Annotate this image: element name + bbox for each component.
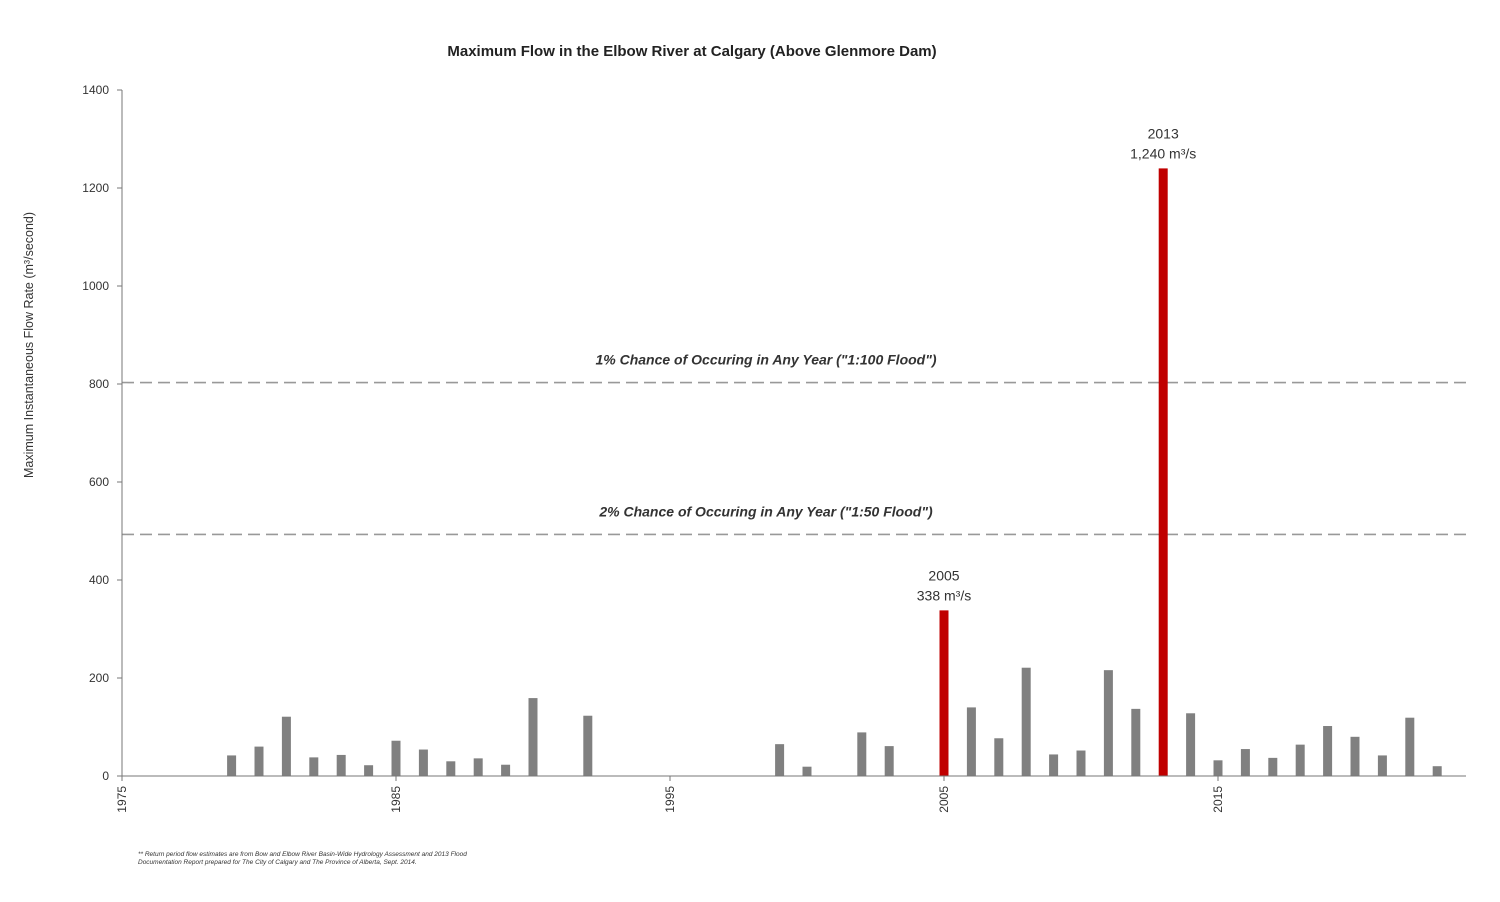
x-tick-label: 2005 xyxy=(937,786,951,813)
bar xyxy=(364,765,374,776)
bar xyxy=(446,761,456,776)
y-tick-label: 0 xyxy=(102,769,109,783)
bar xyxy=(1103,670,1113,776)
bar xyxy=(966,707,976,776)
bar xyxy=(473,758,483,776)
y-tick-label: 1400 xyxy=(82,83,109,97)
bar xyxy=(1213,760,1223,776)
footnote: ** Return period flow estimates are from… xyxy=(138,851,558,867)
chart-title: Maximum Flow in the Elbow River at Calga… xyxy=(447,43,936,60)
y-axis-label: Maximum Instantaneous Flow Rate (m³/seco… xyxy=(22,212,36,478)
annotation-value: 338 m³/s xyxy=(917,587,971,603)
bar xyxy=(802,766,812,776)
bar xyxy=(939,610,949,776)
bar xyxy=(501,764,511,776)
x-tick-label: 1985 xyxy=(389,786,403,813)
reference-line-label: 2% Chance of Occuring in Any Year ("1:50… xyxy=(598,503,933,519)
bar xyxy=(1377,755,1387,776)
y-tick-label: 1000 xyxy=(82,279,109,293)
bar xyxy=(583,715,593,776)
y-tick-label: 1200 xyxy=(82,181,109,195)
bar-series xyxy=(227,168,1442,776)
bar xyxy=(336,754,346,776)
bar xyxy=(1240,749,1250,776)
bar-annotations: 2005 338 m³/s 2013 1,240 m³/s xyxy=(917,125,1197,603)
bar xyxy=(775,744,785,776)
annotation-year: 2005 xyxy=(928,567,959,583)
bar xyxy=(391,740,401,776)
bar xyxy=(1323,726,1333,776)
y-tick-label: 200 xyxy=(89,671,109,685)
bar xyxy=(528,698,538,776)
bar xyxy=(884,746,894,776)
reference-line-label: 1% Chance of Occuring in Any Year ("1:10… xyxy=(595,352,936,368)
bar xyxy=(309,757,319,776)
bar xyxy=(1131,708,1141,776)
y-tick-label: 400 xyxy=(89,573,109,587)
footnote-line-1: ** Return period flow estimates are from… xyxy=(138,851,467,858)
bar xyxy=(994,738,1004,776)
y-tick-label: 800 xyxy=(89,377,109,391)
bar xyxy=(1268,757,1278,776)
bar xyxy=(418,749,428,776)
bar xyxy=(1049,754,1059,776)
footnote-line-2: Documentation Report prepared for The Ci… xyxy=(138,859,417,866)
bar xyxy=(1076,750,1086,776)
y-tick-label: 600 xyxy=(89,475,109,489)
axes: 0 200 400 600 800 1000 1200 1400 1975 1985 1995 200… xyxy=(82,83,1466,813)
bar xyxy=(1350,736,1360,776)
annotation-year: 2013 xyxy=(1148,125,1179,141)
bar xyxy=(227,755,237,776)
bar xyxy=(1295,744,1305,776)
bar xyxy=(281,716,291,776)
reference-lines: 1% Chance of Occuring in Any Year ("1:10… xyxy=(122,352,1466,536)
x-tick-label: 2015 xyxy=(1211,786,1225,813)
x-tick-label: 1995 xyxy=(663,786,677,813)
bar xyxy=(1186,713,1196,776)
annotation-value: 1,240 m³/s xyxy=(1130,145,1196,161)
bar xyxy=(1021,667,1031,776)
bar xyxy=(254,746,264,776)
bar xyxy=(1405,717,1415,776)
x-tick-label: 1975 xyxy=(115,786,129,813)
bar xyxy=(857,732,867,776)
bar xyxy=(1158,168,1168,776)
bar xyxy=(1432,766,1442,776)
